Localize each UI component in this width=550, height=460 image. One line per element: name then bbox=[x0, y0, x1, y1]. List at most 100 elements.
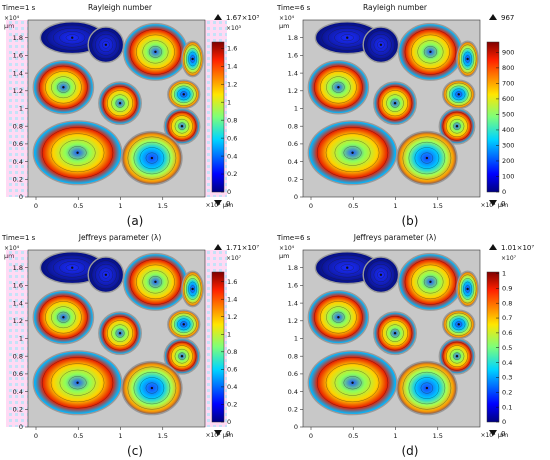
colorbar-tick-label: 1 bbox=[227, 330, 231, 338]
colorbar-tick-label: 0.6 bbox=[502, 329, 512, 337]
y-tick-label: 0.6 bbox=[288, 370, 298, 378]
streamline bbox=[59, 261, 86, 275]
x-tick-label: 1.5 bbox=[158, 202, 168, 210]
streamline bbox=[129, 259, 182, 305]
streamline bbox=[377, 86, 413, 121]
y-tick-label: 1.2 bbox=[288, 317, 298, 325]
streamline bbox=[68, 146, 87, 160]
colorbar-max-marker bbox=[489, 14, 497, 20]
colorbar-max-marker bbox=[489, 244, 497, 250]
streamline bbox=[145, 152, 159, 164]
streamline bbox=[340, 34, 354, 42]
streamline bbox=[334, 31, 361, 45]
x-axis-unit: µm bbox=[223, 431, 233, 439]
y-tick-label: 0.4 bbox=[288, 388, 298, 396]
streamline bbox=[102, 271, 110, 279]
y-tick-label: 1 bbox=[294, 105, 298, 113]
streamline bbox=[174, 348, 190, 364]
streamline bbox=[453, 122, 461, 130]
y-tick-label: 1.6 bbox=[13, 282, 23, 290]
streamline bbox=[59, 369, 96, 396]
y-tick-label: 1.8 bbox=[288, 34, 298, 42]
colorbar-tick-label: 0 bbox=[227, 418, 231, 426]
streamline bbox=[170, 82, 197, 106]
x-axis-exponent: ×10⁴ bbox=[480, 432, 496, 439]
streamline bbox=[370, 33, 392, 56]
streamline bbox=[402, 136, 452, 180]
streamline bbox=[370, 263, 392, 286]
vortex-center bbox=[346, 266, 349, 269]
streamline bbox=[45, 71, 82, 104]
streamline bbox=[461, 278, 475, 300]
x-tick-label: 1.5 bbox=[158, 432, 168, 440]
colorbar-tick-label: 0.8 bbox=[502, 299, 512, 307]
streamline bbox=[465, 55, 470, 63]
panel-label: (b) bbox=[402, 214, 419, 228]
streamline bbox=[107, 90, 133, 117]
y-axis-exponent: ×10⁴ bbox=[4, 15, 20, 22]
colorbar-min-marker bbox=[214, 430, 222, 436]
streamline bbox=[41, 127, 114, 179]
streamline bbox=[332, 81, 345, 93]
vortex-center bbox=[425, 386, 429, 390]
time-label: Time=6 s bbox=[276, 4, 311, 12]
streamline bbox=[139, 147, 165, 169]
y-tick-label: 0.2 bbox=[288, 176, 298, 184]
vortex-center bbox=[150, 156, 154, 160]
streamline bbox=[373, 37, 389, 53]
y-tick-label: 0.4 bbox=[13, 158, 23, 166]
colorbar-max-label: 967 bbox=[501, 14, 514, 22]
streamline bbox=[411, 34, 450, 70]
y-tick-label: 1.6 bbox=[288, 52, 298, 60]
streamline bbox=[449, 315, 469, 334]
colorbar-tick-label: 400 bbox=[502, 126, 514, 134]
streamline bbox=[174, 85, 194, 104]
streamline bbox=[177, 318, 191, 331]
streamline bbox=[98, 267, 114, 283]
streamline bbox=[442, 341, 472, 371]
streamline bbox=[402, 366, 452, 410]
streamline bbox=[326, 306, 351, 329]
streamline bbox=[326, 76, 351, 99]
chart-title: Jeffreys parameter (λ) bbox=[353, 233, 437, 242]
colorbar-tick-label: 0.1 bbox=[502, 403, 512, 411]
vortex-center bbox=[351, 151, 354, 154]
streamline bbox=[445, 312, 472, 336]
y-tick-label: 0 bbox=[19, 193, 23, 201]
streamline bbox=[382, 90, 408, 117]
x-axis-exponent: ×10⁴ bbox=[205, 202, 221, 209]
streamline bbox=[377, 41, 385, 49]
streamline bbox=[98, 37, 114, 53]
streamline bbox=[377, 316, 413, 351]
colorbar-tick-label: 500 bbox=[502, 111, 514, 119]
y-axis-exponent: ×10⁴ bbox=[279, 15, 295, 22]
streamline bbox=[180, 91, 188, 98]
vortex-center bbox=[76, 151, 79, 154]
streamline bbox=[452, 318, 466, 331]
streamline bbox=[366, 30, 396, 60]
streamline bbox=[57, 81, 70, 93]
y-axis-unit: µm bbox=[279, 252, 289, 260]
vortex-center bbox=[351, 381, 354, 384]
streamline bbox=[111, 324, 129, 342]
y-tick-label: 1 bbox=[19, 105, 23, 113]
streamline bbox=[414, 377, 440, 399]
streamline bbox=[463, 51, 473, 67]
colorbar-tick-label: 100 bbox=[502, 173, 514, 181]
vortex-center bbox=[429, 50, 432, 54]
colorbar-tick-label: 0 bbox=[502, 418, 506, 426]
colorbar-tick-label: 0.6 bbox=[227, 366, 237, 374]
streamline bbox=[386, 94, 404, 112]
streamline bbox=[190, 55, 195, 63]
y-tick-label: 1.2 bbox=[288, 87, 298, 95]
vortex-center bbox=[104, 43, 108, 46]
streamline bbox=[102, 41, 110, 49]
colorbar-exponent: ×10³ bbox=[226, 25, 242, 32]
colorbar-min-marker bbox=[489, 430, 497, 436]
vortex-center bbox=[466, 287, 469, 291]
colorbar-tick-label: 0.8 bbox=[227, 116, 237, 124]
streamline bbox=[325, 133, 380, 173]
streamline bbox=[314, 65, 363, 109]
streamline bbox=[65, 264, 79, 272]
